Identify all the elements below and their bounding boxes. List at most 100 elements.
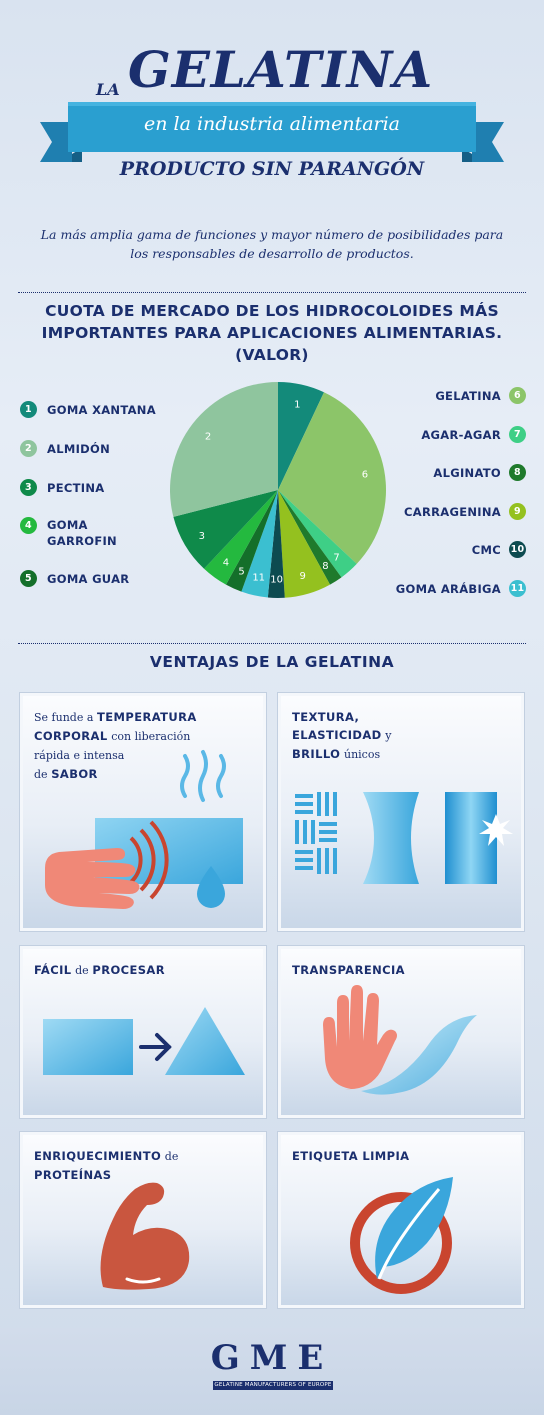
card-text: Se funde a TEMPERATURA CORPORAL con libe… xyxy=(34,710,197,781)
legend-label: AGAR-AGAR xyxy=(421,427,501,442)
legend-item-alginato: ALGINATO 8 xyxy=(433,464,526,481)
legend-item-pectina: 3 PECTINA xyxy=(20,479,104,496)
legend-badge: 11 xyxy=(509,580,526,597)
pie-slice-label-4: 4 xyxy=(223,558,229,569)
legend-label: GOMA XANTANA xyxy=(47,402,156,417)
legend-badge: 4 xyxy=(20,517,37,534)
legend-item-goma-garrofin: 4 GOMA GARROFIN xyxy=(20,517,130,549)
legend-label: GOMA GARROFIN xyxy=(47,518,117,548)
legend-label: ALMIDÓN xyxy=(47,441,110,456)
gme-logo: GME xyxy=(210,1338,334,1378)
legend-badge: 8 xyxy=(509,464,526,481)
legend-badge: 6 xyxy=(509,387,526,404)
ring-icon xyxy=(350,1192,452,1294)
card-text: TEXTURA, ELASTICIDAD y BRILLO únicos xyxy=(292,710,392,761)
card-temperatura: Se funde a TEMPERATURA CORPORAL con libe… xyxy=(20,693,266,931)
transparency-illustration xyxy=(323,985,477,1095)
shine-block-icon xyxy=(445,792,497,884)
legend-badge: 7 xyxy=(509,426,526,443)
sparkle-icon xyxy=(479,814,513,846)
divider xyxy=(18,292,526,293)
card-text: ETIQUETA LIMPIA xyxy=(292,1149,410,1163)
pie-slice-1 xyxy=(278,382,324,490)
title-prefix: LA xyxy=(96,80,120,99)
legend-item-almidon: 2 ALMIDÓN xyxy=(20,440,110,457)
pie-slice-10 xyxy=(267,490,285,598)
legend-item-agar-agar: AGAR-AGAR 7 xyxy=(421,426,526,443)
texture-illustration xyxy=(295,792,513,884)
drop-icon xyxy=(197,866,225,908)
divider xyxy=(18,643,526,644)
pie-slice-label-9: 9 xyxy=(300,571,306,582)
legend-label: CMC xyxy=(471,542,501,557)
legend-item-goma-guar: 5 GOMA GUAR xyxy=(20,570,129,587)
legend-badge: 5 xyxy=(20,570,37,587)
legend-item-goma-arabiga: GOMA ARÁBIGA 11 xyxy=(396,580,526,597)
intro-text: La más amplia gama de funciones y mayor … xyxy=(40,227,504,261)
legend-label: ALGINATO xyxy=(433,465,501,480)
pie-slice-label-8: 8 xyxy=(322,561,328,572)
pie-slice-label-3: 3 xyxy=(199,531,205,542)
arrow-right-icon xyxy=(139,1033,172,1061)
heat-waves-icon xyxy=(129,820,169,900)
muscle-arm-icon xyxy=(100,1182,190,1290)
legend-item-cmc: CMC 10 xyxy=(472,541,526,558)
legend-label: PECTINA xyxy=(47,480,105,495)
legend-badge: 3 xyxy=(20,479,37,496)
chart-title: CUOTA DE MERCADO DE LOS HIDROCOLOIDES MÁ… xyxy=(41,302,503,364)
legend-item-gelatina: GELATINA 6 xyxy=(435,387,526,404)
legend-item-goma-xantana: 1 GOMA XANTANA xyxy=(20,401,156,418)
processing-illustration xyxy=(43,1007,245,1075)
pie-slice-label-10: 10 xyxy=(270,575,283,586)
elasticity-icon xyxy=(363,792,419,884)
pie-slice-5 xyxy=(225,490,278,592)
pie-slice-label-7: 7 xyxy=(333,552,339,563)
triangle-shape-icon xyxy=(165,1007,245,1075)
hand-icon xyxy=(45,848,140,909)
legend-badge: 2 xyxy=(20,440,37,457)
legend-badge: 1 xyxy=(20,401,37,418)
pie-slice-7 xyxy=(278,490,357,578)
rectangle-shape-icon xyxy=(43,1019,133,1075)
leaf-vein-icon xyxy=(377,1188,441,1280)
texture-icon xyxy=(295,792,337,874)
pie-slice-label-6: 6 xyxy=(362,469,368,480)
advantages-title: VENTAJAS DE LA GELATINA xyxy=(149,653,395,671)
raised-hand-icon xyxy=(323,985,397,1090)
pie-slice-9 xyxy=(278,490,331,598)
pie-slice-3 xyxy=(173,490,278,569)
legend-label: CARRAGENINA xyxy=(404,504,501,519)
card-text: TRANSPARENCIA xyxy=(292,963,405,977)
pie-chart: 1 6 78 9 10 11 54 3 2 xyxy=(170,382,386,598)
page-title: GELATINA xyxy=(128,40,434,99)
legend-badge: 9 xyxy=(509,503,526,520)
pie-slice-label-1: 1 xyxy=(294,400,300,411)
melting-hand-illustration xyxy=(45,750,243,909)
pie-slice-8 xyxy=(278,490,342,585)
legend-label: GELATINA xyxy=(435,388,501,403)
muscle-highlight-icon xyxy=(125,1277,161,1284)
pie-slice-4 xyxy=(204,490,278,585)
tagline: PRODUCTO SIN PARANGÓN xyxy=(119,158,425,180)
card-proteinas: ENRIQUECIMIENTO de PROTEÍNAS xyxy=(20,1132,266,1308)
card-text: ENRIQUECIMIENTO de PROTEÍNAS xyxy=(34,1149,179,1182)
protein-illustration xyxy=(100,1182,190,1290)
card-facil-procesar: FÁCIL de PROCESAR xyxy=(20,946,266,1118)
pie-slice-2 xyxy=(170,382,278,517)
legend-label: GOMA GUAR xyxy=(47,571,130,586)
card-etiqueta-limpia: ETIQUETA LIMPIA xyxy=(278,1132,524,1308)
gme-logo-subtitle: GELATINE MANUFACTURERS OF EUROPE xyxy=(213,1381,333,1390)
leaf-icon xyxy=(375,1177,453,1279)
pie-slice-label-5: 5 xyxy=(238,567,244,578)
title-ribbon xyxy=(40,102,504,162)
card-transparencia: TRANSPARENCIA xyxy=(278,946,524,1118)
pie-slice-6 xyxy=(278,392,386,564)
clean-label-illustration xyxy=(350,1177,453,1294)
gelatine-sheet-icon xyxy=(361,1015,477,1095)
legend-label: GOMA ARÁBIGA xyxy=(395,581,501,596)
legend-item-carragenina: CARRAGENINA 9 xyxy=(404,503,526,520)
footer xyxy=(0,1328,544,1415)
card-textura: TEXTURA, ELASTICIDAD y BRILLO únicos xyxy=(278,693,524,931)
card-text: FÁCIL de PROCESAR xyxy=(34,963,165,977)
pie-slice-11 xyxy=(241,490,278,598)
